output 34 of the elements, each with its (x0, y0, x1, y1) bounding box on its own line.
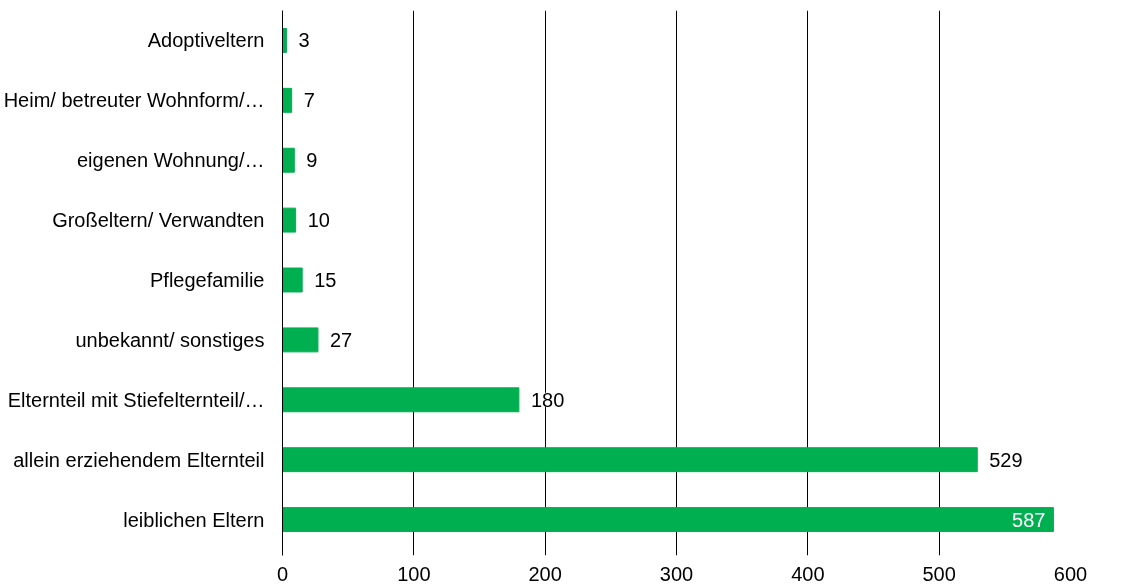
y-tick-label: eigenen Wohnung/… (76, 149, 265, 172)
y-tick-label: allein erziehendem Elternteil (13, 448, 265, 471)
data-label: 180 (530, 388, 565, 411)
bar (282, 267, 303, 293)
y-tick-label: Elternteil mit Stiefelternteil/… (7, 388, 265, 411)
data-label: 529 (989, 448, 1023, 471)
bar (282, 87, 293, 113)
data-label: 15 (314, 269, 337, 292)
x-tick-label: 600 (1053, 562, 1088, 585)
data-label: 9 (306, 149, 318, 172)
x-tick-label: 0 (276, 562, 289, 585)
bar (282, 327, 319, 353)
data-label: 587 (1012, 508, 1046, 531)
x-tick-label: 200 (528, 562, 562, 585)
bar (282, 207, 297, 233)
data-label: 27 (329, 328, 353, 351)
y-tick-label: unbekannt/ sonstiges (75, 328, 265, 351)
x-tick-label: 300 (659, 562, 694, 585)
y-tick-label: leiblichen Eltern (123, 508, 265, 531)
bar (282, 147, 295, 173)
y-tick-label: Pflegefamilie (150, 269, 265, 292)
y-tick-label: Heim/ betreuter Wohnform/… (3, 89, 265, 112)
bar (282, 447, 978, 473)
data-label: 7 (303, 89, 315, 112)
bar (282, 387, 520, 413)
y-tick-label: Adoptiveltern (147, 29, 265, 52)
y-tick-label: Großeltern/ Verwandten (52, 209, 265, 232)
x-tick-label: 100 (397, 562, 431, 585)
x-tick-label: 500 (922, 562, 956, 585)
bar (282, 27, 287, 53)
data-label: 10 (307, 209, 330, 232)
bar (282, 507, 1054, 533)
data-label: 3 (298, 29, 310, 52)
x-tick-label: 400 (791, 562, 825, 585)
